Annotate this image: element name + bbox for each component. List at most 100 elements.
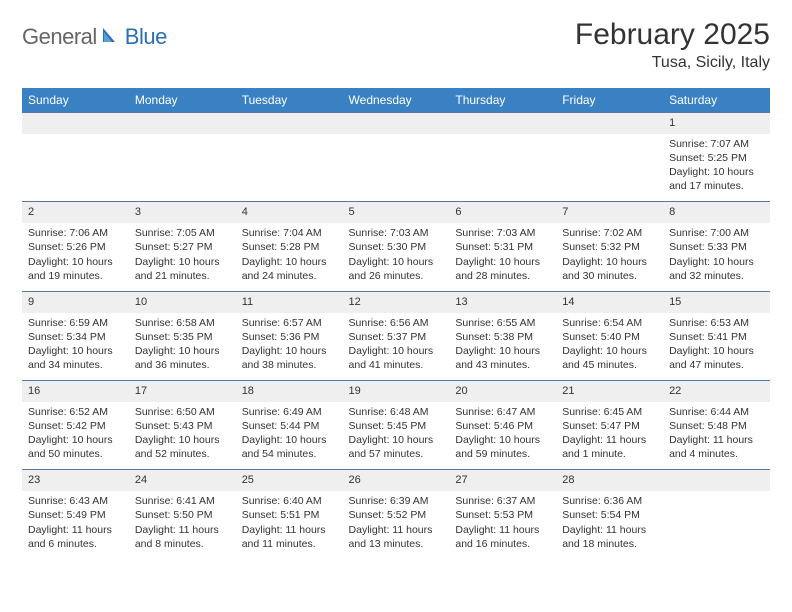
daylight-line1: Daylight: 10 hours bbox=[455, 255, 550, 269]
sunset-text: Sunset: 5:34 PM bbox=[28, 330, 123, 344]
sunset-text: Sunset: 5:36 PM bbox=[242, 330, 337, 344]
day-number-cell: 2 bbox=[22, 202, 129, 223]
daylight-line1: Daylight: 10 hours bbox=[242, 255, 337, 269]
daylight-line2: and 13 minutes. bbox=[349, 537, 444, 551]
daylight-line2: and 11 minutes. bbox=[242, 537, 337, 551]
daylight-line1: Daylight: 10 hours bbox=[349, 255, 444, 269]
daylight-line2: and 16 minutes. bbox=[455, 537, 550, 551]
sunrise-text: Sunrise: 7:07 AM bbox=[669, 137, 764, 151]
sunset-text: Sunset: 5:37 PM bbox=[349, 330, 444, 344]
location: Tusa, Sicily, Italy bbox=[575, 54, 770, 72]
daylight-line1: Daylight: 10 hours bbox=[135, 255, 230, 269]
daylight-line1: Daylight: 11 hours bbox=[28, 523, 123, 537]
day-number: 11 bbox=[242, 296, 253, 308]
day-number-cell bbox=[343, 113, 450, 134]
day-number: 21 bbox=[562, 385, 574, 397]
day-content-cell: Sunrise: 6:54 AMSunset: 5:40 PMDaylight:… bbox=[556, 313, 663, 381]
weekday-header: Thursday bbox=[449, 88, 556, 113]
daylight-line2: and 59 minutes. bbox=[455, 447, 550, 461]
day-number-cell: 26 bbox=[343, 470, 450, 491]
daylight-line1: Daylight: 11 hours bbox=[562, 433, 657, 447]
day-number: 8 bbox=[669, 206, 675, 218]
daylight-line2: and 21 minutes. bbox=[135, 269, 230, 283]
daylight-line1: Daylight: 10 hours bbox=[349, 344, 444, 358]
weekday-header: Monday bbox=[129, 88, 236, 113]
day-content-cell: Sunrise: 7:02 AMSunset: 5:32 PMDaylight:… bbox=[556, 223, 663, 291]
daylight-line2: and 43 minutes. bbox=[455, 358, 550, 372]
daylight-line1: Daylight: 10 hours bbox=[669, 165, 764, 179]
daylight-line1: Daylight: 10 hours bbox=[562, 255, 657, 269]
day-number-cell bbox=[22, 113, 129, 134]
sunrise-text: Sunrise: 7:03 AM bbox=[455, 226, 550, 240]
sunrise-text: Sunrise: 6:37 AM bbox=[455, 494, 550, 508]
sunset-text: Sunset: 5:42 PM bbox=[28, 419, 123, 433]
daylight-line2: and 47 minutes. bbox=[669, 358, 764, 372]
daylight-line2: and 26 minutes. bbox=[349, 269, 444, 283]
sunrise-text: Sunrise: 6:57 AM bbox=[242, 316, 337, 330]
logo-text-blue: Blue bbox=[125, 24, 167, 50]
day-number-cell: 11 bbox=[236, 291, 343, 312]
day-content-cell: Sunrise: 7:00 AMSunset: 5:33 PMDaylight:… bbox=[663, 223, 770, 291]
day-number: 22 bbox=[669, 385, 681, 397]
daynum-row: 232425262728 bbox=[22, 470, 770, 491]
day-number-cell: 10 bbox=[129, 291, 236, 312]
sunrise-text: Sunrise: 7:06 AM bbox=[28, 226, 123, 240]
daynum-row: 16171819202122 bbox=[22, 381, 770, 402]
daylight-line1: Daylight: 10 hours bbox=[349, 433, 444, 447]
day-content-cell: Sunrise: 7:04 AMSunset: 5:28 PMDaylight:… bbox=[236, 223, 343, 291]
sunrise-text: Sunrise: 6:50 AM bbox=[135, 405, 230, 419]
day-content-cell: Sunrise: 6:50 AMSunset: 5:43 PMDaylight:… bbox=[129, 402, 236, 470]
day-content-row: Sunrise: 6:59 AMSunset: 5:34 PMDaylight:… bbox=[22, 313, 770, 381]
daylight-line1: Daylight: 10 hours bbox=[669, 344, 764, 358]
sunset-text: Sunset: 5:38 PM bbox=[455, 330, 550, 344]
day-number: 12 bbox=[349, 296, 361, 308]
day-number: 5 bbox=[349, 206, 355, 218]
day-number: 6 bbox=[455, 206, 461, 218]
day-number-cell: 12 bbox=[343, 291, 450, 312]
day-number-cell: 16 bbox=[22, 381, 129, 402]
sunset-text: Sunset: 5:27 PM bbox=[135, 240, 230, 254]
sunrise-text: Sunrise: 6:54 AM bbox=[562, 316, 657, 330]
day-number-cell: 15 bbox=[663, 291, 770, 312]
sunrise-text: Sunrise: 7:04 AM bbox=[242, 226, 337, 240]
day-content-cell bbox=[556, 134, 663, 202]
day-number-cell: 4 bbox=[236, 202, 343, 223]
sunset-text: Sunset: 5:50 PM bbox=[135, 508, 230, 522]
sunrise-text: Sunrise: 6:40 AM bbox=[242, 494, 337, 508]
daylight-line1: Daylight: 10 hours bbox=[135, 344, 230, 358]
day-content-cell bbox=[22, 134, 129, 202]
day-content-cell bbox=[663, 491, 770, 559]
daylight-line2: and 52 minutes. bbox=[135, 447, 230, 461]
day-number-cell bbox=[236, 113, 343, 134]
day-content-cell: Sunrise: 6:55 AMSunset: 5:38 PMDaylight:… bbox=[449, 313, 556, 381]
day-content-cell: Sunrise: 6:56 AMSunset: 5:37 PMDaylight:… bbox=[343, 313, 450, 381]
sunset-text: Sunset: 5:51 PM bbox=[242, 508, 337, 522]
daylight-line1: Daylight: 10 hours bbox=[28, 255, 123, 269]
sunrise-text: Sunrise: 6:45 AM bbox=[562, 405, 657, 419]
daylight-line1: Daylight: 10 hours bbox=[135, 433, 230, 447]
sunrise-text: Sunrise: 7:00 AM bbox=[669, 226, 764, 240]
sunset-text: Sunset: 5:32 PM bbox=[562, 240, 657, 254]
day-number-cell: 7 bbox=[556, 202, 663, 223]
daylight-line2: and 18 minutes. bbox=[562, 537, 657, 551]
day-number-cell: 17 bbox=[129, 381, 236, 402]
daylight-line2: and 28 minutes. bbox=[455, 269, 550, 283]
sunrise-text: Sunrise: 7:03 AM bbox=[349, 226, 444, 240]
day-number-cell: 19 bbox=[343, 381, 450, 402]
day-number: 17 bbox=[135, 385, 147, 397]
day-content-cell: Sunrise: 6:37 AMSunset: 5:53 PMDaylight:… bbox=[449, 491, 556, 559]
day-number-cell bbox=[129, 113, 236, 134]
day-content-cell: Sunrise: 7:07 AMSunset: 5:25 PMDaylight:… bbox=[663, 134, 770, 202]
daylight-line2: and 41 minutes. bbox=[349, 358, 444, 372]
day-content-cell: Sunrise: 6:44 AMSunset: 5:48 PMDaylight:… bbox=[663, 402, 770, 470]
sunrise-text: Sunrise: 7:05 AM bbox=[135, 226, 230, 240]
sunset-text: Sunset: 5:48 PM bbox=[669, 419, 764, 433]
day-number: 13 bbox=[455, 296, 467, 308]
day-content-cell: Sunrise: 6:39 AMSunset: 5:52 PMDaylight:… bbox=[343, 491, 450, 559]
logo-text-general: General bbox=[22, 24, 97, 50]
daylight-line2: and 17 minutes. bbox=[669, 179, 764, 193]
daylight-line1: Daylight: 10 hours bbox=[562, 344, 657, 358]
daylight-line2: and 50 minutes. bbox=[28, 447, 123, 461]
day-content-cell bbox=[449, 134, 556, 202]
daylight-line1: Daylight: 11 hours bbox=[349, 523, 444, 537]
